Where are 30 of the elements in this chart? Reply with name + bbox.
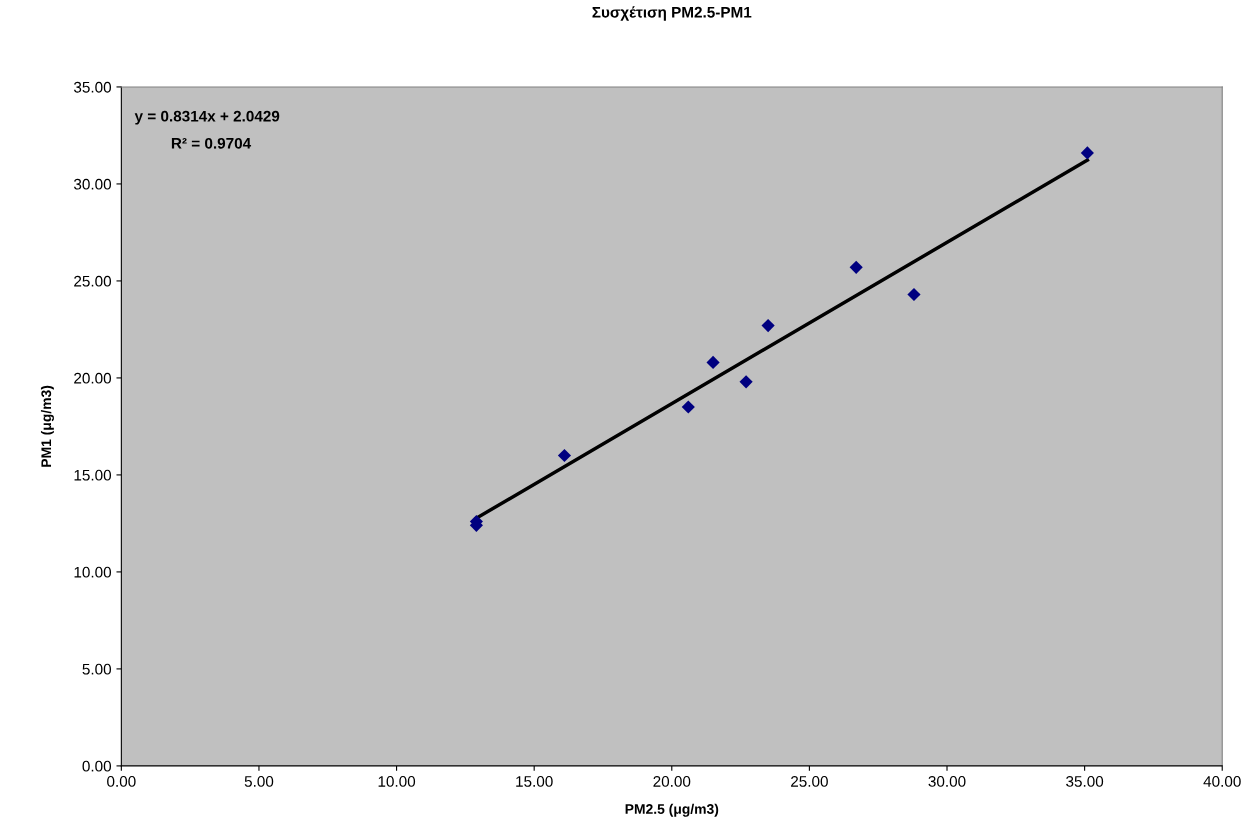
y-tick-label: 30.00 <box>73 178 112 190</box>
y-tick-label: 15.00 <box>74 469 112 481</box>
x-tick-label: 25.00 <box>791 776 828 787</box>
y-tick-label: 25.00 <box>74 275 112 287</box>
annotation: R² = 0.9704 <box>171 137 252 149</box>
x-axis-title: PM2.5 (μg/m3) <box>625 803 719 817</box>
point <box>907 287 921 302</box>
x-tick-label: 40.00 <box>1203 776 1241 787</box>
y-axis-title: PM1 (μg/m3) <box>40 385 54 467</box>
chart-title: Συσχέτιση PM2.5-PM1 <box>592 6 752 21</box>
x-tick-label: 20.00 <box>653 776 691 787</box>
x-tick-label: 10.00 <box>378 776 416 787</box>
point <box>681 400 695 414</box>
y-tick-label: 35.00 <box>73 81 112 93</box>
y-tick-label: 5.00 <box>82 663 112 675</box>
y-tick-label: 20.00 <box>74 372 112 384</box>
x-tick-label: 35.00 <box>1066 776 1104 787</box>
x-tick-label: 5.00 <box>244 776 274 787</box>
y-tick-label: 10.00 <box>74 566 112 578</box>
y-tick-label: 0.00 <box>82 760 112 772</box>
x-tick-label: 30.00 <box>928 776 966 787</box>
point <box>761 318 775 333</box>
point <box>1080 146 1094 160</box>
x-tick-label: 0.00 <box>107 776 136 787</box>
point <box>849 260 863 274</box>
point <box>557 448 572 463</box>
point <box>739 375 753 389</box>
annotation: y = 0.8314x + 2.0429 <box>134 110 280 125</box>
x-tick-label: 15.00 <box>516 776 553 787</box>
point <box>706 355 720 369</box>
